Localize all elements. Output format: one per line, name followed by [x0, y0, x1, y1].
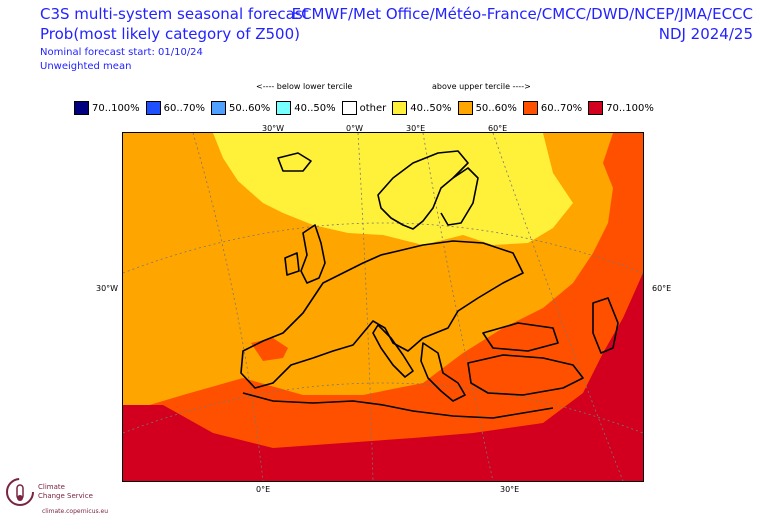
forecast-start: Nominal forecast start: 01/10/24	[40, 47, 203, 58]
forecast-info: Nominal forecast start: 01/10/24 Unweigh…	[40, 46, 203, 74]
climate-logo-icon	[6, 478, 34, 506]
bottom-tick-30e: 30°E	[500, 485, 520, 494]
top-tick-30w: 30°W	[262, 124, 285, 133]
chart-title: C3S multi-system seasonal forecast	[40, 5, 309, 23]
graticule	[123, 133, 643, 481]
legend-item: 50..60%	[210, 101, 271, 115]
top-tick-60e: 60°E	[488, 124, 508, 133]
logo-url: climate.copernicus.eu	[42, 508, 109, 515]
logo-line1: Climate	[38, 483, 65, 491]
legend: 70..100% 60..70% 50..60% 40..50% other 40..50…	[74, 100, 660, 116]
legend-label: 50..60%	[475, 102, 517, 114]
legend-item: 60..70%	[145, 101, 205, 115]
top-tick-30e: 30°E	[406, 124, 426, 133]
legend-label: 40..50%	[410, 102, 452, 114]
title-block: C3S multi-system seasonal forecast Prob(…	[40, 4, 309, 44]
legend-swatch	[210, 101, 226, 115]
legend-item: 70..100%	[588, 101, 654, 115]
probability-region-iberia	[251, 338, 288, 361]
centres-label: ECMWF/Met Office/Météo-France/CMCC/DWD/N…	[291, 5, 753, 23]
probability-region-yellow	[213, 133, 573, 245]
legend-label: other	[359, 102, 387, 114]
legend-item: 60..70%	[522, 101, 583, 115]
legend-item: other	[341, 101, 387, 115]
bottom-tick-0e: 0°E	[256, 485, 271, 494]
copernicus-logo: Climate Change Service	[4, 476, 93, 508]
map-svg	[123, 133, 643, 481]
above-tercile-label: above upper tercile ---->	[432, 82, 531, 91]
legend-item: 70..100%	[74, 101, 140, 115]
top-tick-0w: 0°W	[346, 124, 363, 133]
legend-label: 60..70%	[540, 102, 583, 114]
legend-swatch	[341, 101, 357, 115]
legend-item: 50..60%	[457, 101, 517, 115]
legend-label: 50..60%	[228, 102, 271, 114]
legend-label: 40..50%	[294, 102, 336, 114]
probability-region-red	[123, 273, 643, 481]
legend-swatch	[522, 101, 538, 115]
legend-item: 40..50%	[276, 101, 336, 115]
left-tick-30w: 30°W	[96, 284, 119, 293]
weighting-label: Unweighted mean	[40, 61, 132, 72]
legend-swatch	[74, 101, 89, 115]
legend-swatch	[457, 101, 473, 115]
legend-label: 70..100%	[606, 102, 654, 114]
logo-line2: Change Service	[38, 492, 93, 500]
legend-item: 40..50%	[392, 101, 452, 115]
legend-swatch	[588, 101, 604, 115]
legend-label: 70..100%	[92, 102, 140, 114]
legend-swatch	[276, 101, 292, 115]
chart-subtitle: Prob(most likely category of Z500)	[40, 25, 300, 43]
title-right-block: ECMWF/Met Office/Météo-France/CMCC/DWD/N…	[292, 4, 753, 44]
period-label: NDJ 2024/25	[658, 25, 753, 43]
below-tercile-label: <---- below lower tercile	[256, 82, 353, 91]
legend-swatch	[392, 101, 408, 115]
legend-label: 60..70%	[163, 102, 205, 114]
right-tick-60e: 60°E	[652, 284, 672, 293]
coastlines	[240, 150, 619, 419]
map-panel	[122, 132, 644, 482]
legend-swatch	[145, 101, 161, 115]
